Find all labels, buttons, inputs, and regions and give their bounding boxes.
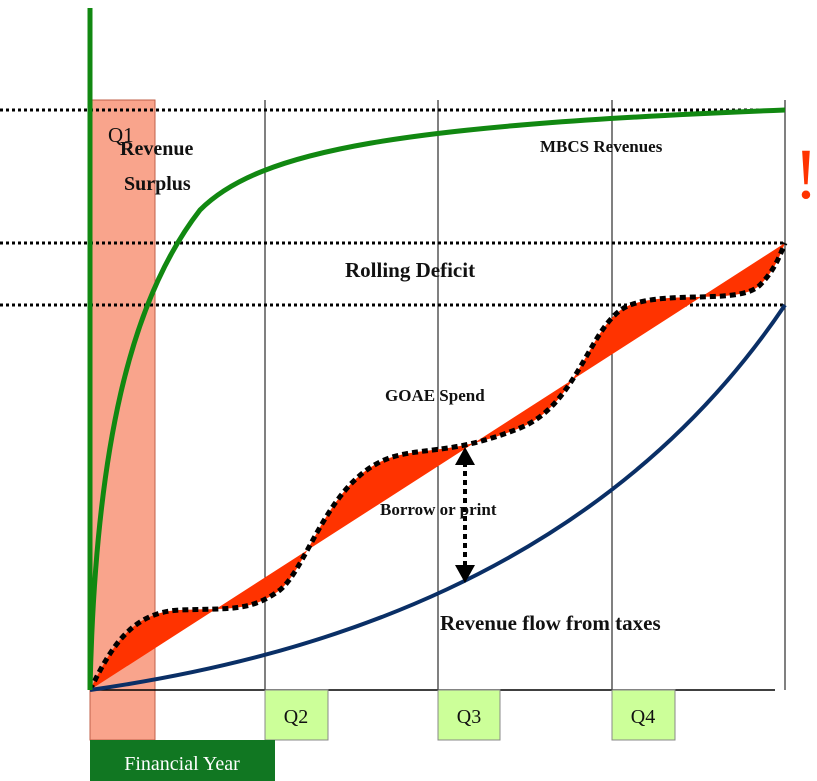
q2-box	[264, 689, 329, 741]
alert-mark: !	[794, 134, 817, 214]
rolling-deficit-label: Rolling Deficit	[345, 258, 475, 282]
footer-label: Financial Year	[124, 753, 240, 775]
q4-box	[611, 689, 676, 741]
tax-revenue-line	[89, 303, 787, 692]
surplus-label: Revenue	[120, 138, 193, 160]
borrow-label: Borrow or print	[380, 500, 497, 519]
q3-label: Q3	[457, 706, 481, 728]
mbcs-label: MBCS Revenues	[540, 137, 663, 156]
footer-box	[90, 740, 275, 781]
q4-label: Q4	[631, 706, 655, 728]
goae-spend-line	[87, 242, 788, 692]
mbcs-revenue-line	[87, 107, 786, 691]
goae-label: GOAE Spend	[385, 386, 485, 405]
q1-label: Q1	[108, 123, 134, 147]
surplus-label: Surplus	[124, 173, 191, 195]
tax-label: Revenue flow from taxes	[440, 611, 661, 635]
q3-box	[437, 689, 501, 741]
deficit-fill	[90, 243, 785, 690]
q2-label: Q2	[284, 706, 308, 728]
